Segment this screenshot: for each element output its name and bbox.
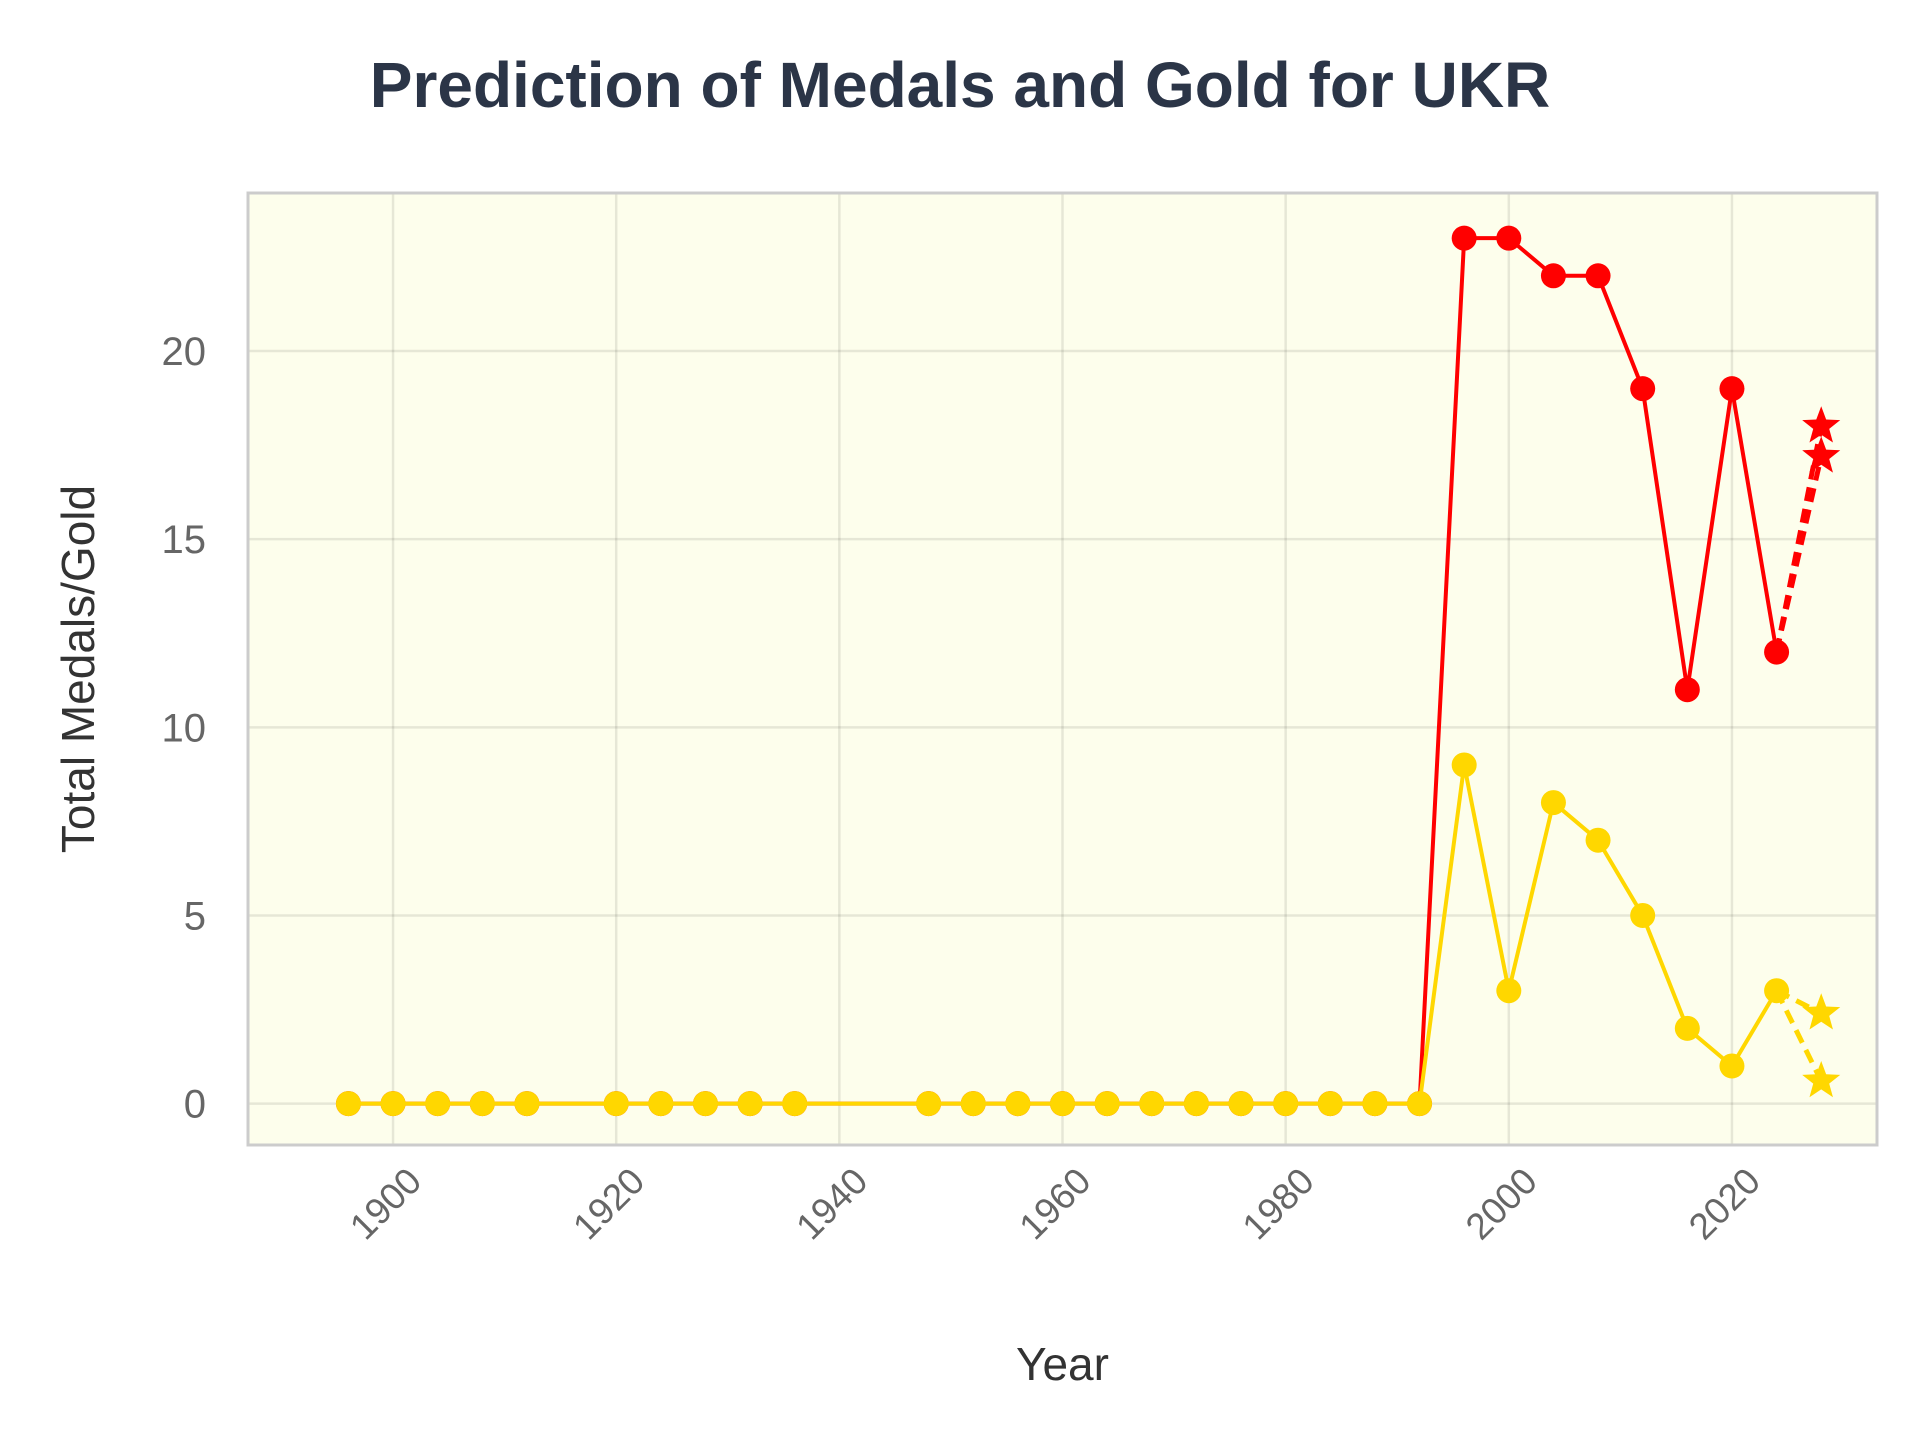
gold-point	[1585, 827, 1611, 853]
gold-point	[1407, 1091, 1433, 1117]
gold-point	[1050, 1091, 1075, 1117]
gold-point	[1674, 1015, 1700, 1041]
total-point	[1540, 263, 1566, 289]
x-tick-label: 1980	[1235, 1160, 1322, 1247]
chart-title: Prediction of Medals and Gold for UKR	[369, 49, 1551, 121]
gold-point	[335, 1091, 361, 1117]
y-tick-label: 0	[184, 1083, 206, 1127]
y-axis-label: Total Medals/Gold	[52, 485, 104, 853]
gold-prediction-star	[1802, 1061, 1841, 1098]
y-tick-label: 10	[162, 706, 207, 750]
total-prediction-line	[1774, 455, 1824, 653]
gold-point	[1139, 1091, 1165, 1117]
total-point	[1674, 677, 1700, 703]
x-tick-label: 1940	[788, 1160, 875, 1247]
gold-point	[916, 1091, 942, 1117]
gold-point	[603, 1091, 629, 1117]
gold-prediction-star	[1802, 993, 1841, 1030]
x-tick-label: 1900	[342, 1160, 429, 1247]
x-tick-label: 2000	[1458, 1160, 1545, 1247]
gold-point	[425, 1091, 451, 1117]
gold-point	[1094, 1091, 1120, 1117]
gold-point	[1451, 752, 1477, 778]
plot-frame	[246, 191, 1879, 1147]
total-point	[1451, 225, 1477, 251]
gold-prediction	[1774, 988, 1841, 1098]
gold-point	[692, 1091, 718, 1117]
y-tick-label: 15	[162, 518, 207, 562]
gold-point	[1719, 1053, 1745, 1079]
gold-point	[960, 1091, 986, 1117]
y-tick-label: 5	[184, 894, 206, 938]
series-layer	[335, 225, 1841, 1117]
total-point	[1496, 225, 1522, 251]
gold-point	[469, 1091, 495, 1117]
gold-point	[1317, 1091, 1343, 1117]
plot-area	[248, 193, 1877, 1145]
gold-point	[1183, 1091, 1209, 1117]
gold-point	[782, 1091, 808, 1117]
gold-point	[1228, 1091, 1254, 1117]
total-point	[1719, 376, 1745, 402]
gold-point	[1005, 1091, 1031, 1117]
total-point	[1630, 376, 1656, 402]
gold-point	[1273, 1091, 1299, 1117]
gold-prediction-line	[1774, 989, 1824, 1083]
gold-point	[514, 1091, 540, 1117]
gold-point	[1540, 790, 1566, 816]
x-tick-label: 1960	[1011, 1160, 1098, 1247]
x-tick-label: 2020	[1681, 1160, 1768, 1247]
total-prediction-star	[1802, 406, 1841, 443]
x-tick-label: 1920	[565, 1160, 652, 1247]
gold-point	[1630, 902, 1656, 928]
total-prediction-star	[1802, 436, 1841, 473]
gold-point	[1362, 1091, 1388, 1117]
gold-point	[380, 1091, 406, 1117]
gold-point	[737, 1091, 763, 1117]
gold-point	[1496, 978, 1522, 1004]
y-tick-label: 20	[162, 330, 207, 374]
gold-series	[335, 752, 1790, 1117]
total-prediction-line	[1774, 425, 1824, 653]
total-point	[1585, 263, 1611, 289]
gold-point	[648, 1091, 674, 1117]
gold-prediction-line	[1775, 988, 1823, 1016]
total-prediction	[1774, 406, 1841, 653]
x-axis-label: Year	[1016, 1338, 1109, 1390]
